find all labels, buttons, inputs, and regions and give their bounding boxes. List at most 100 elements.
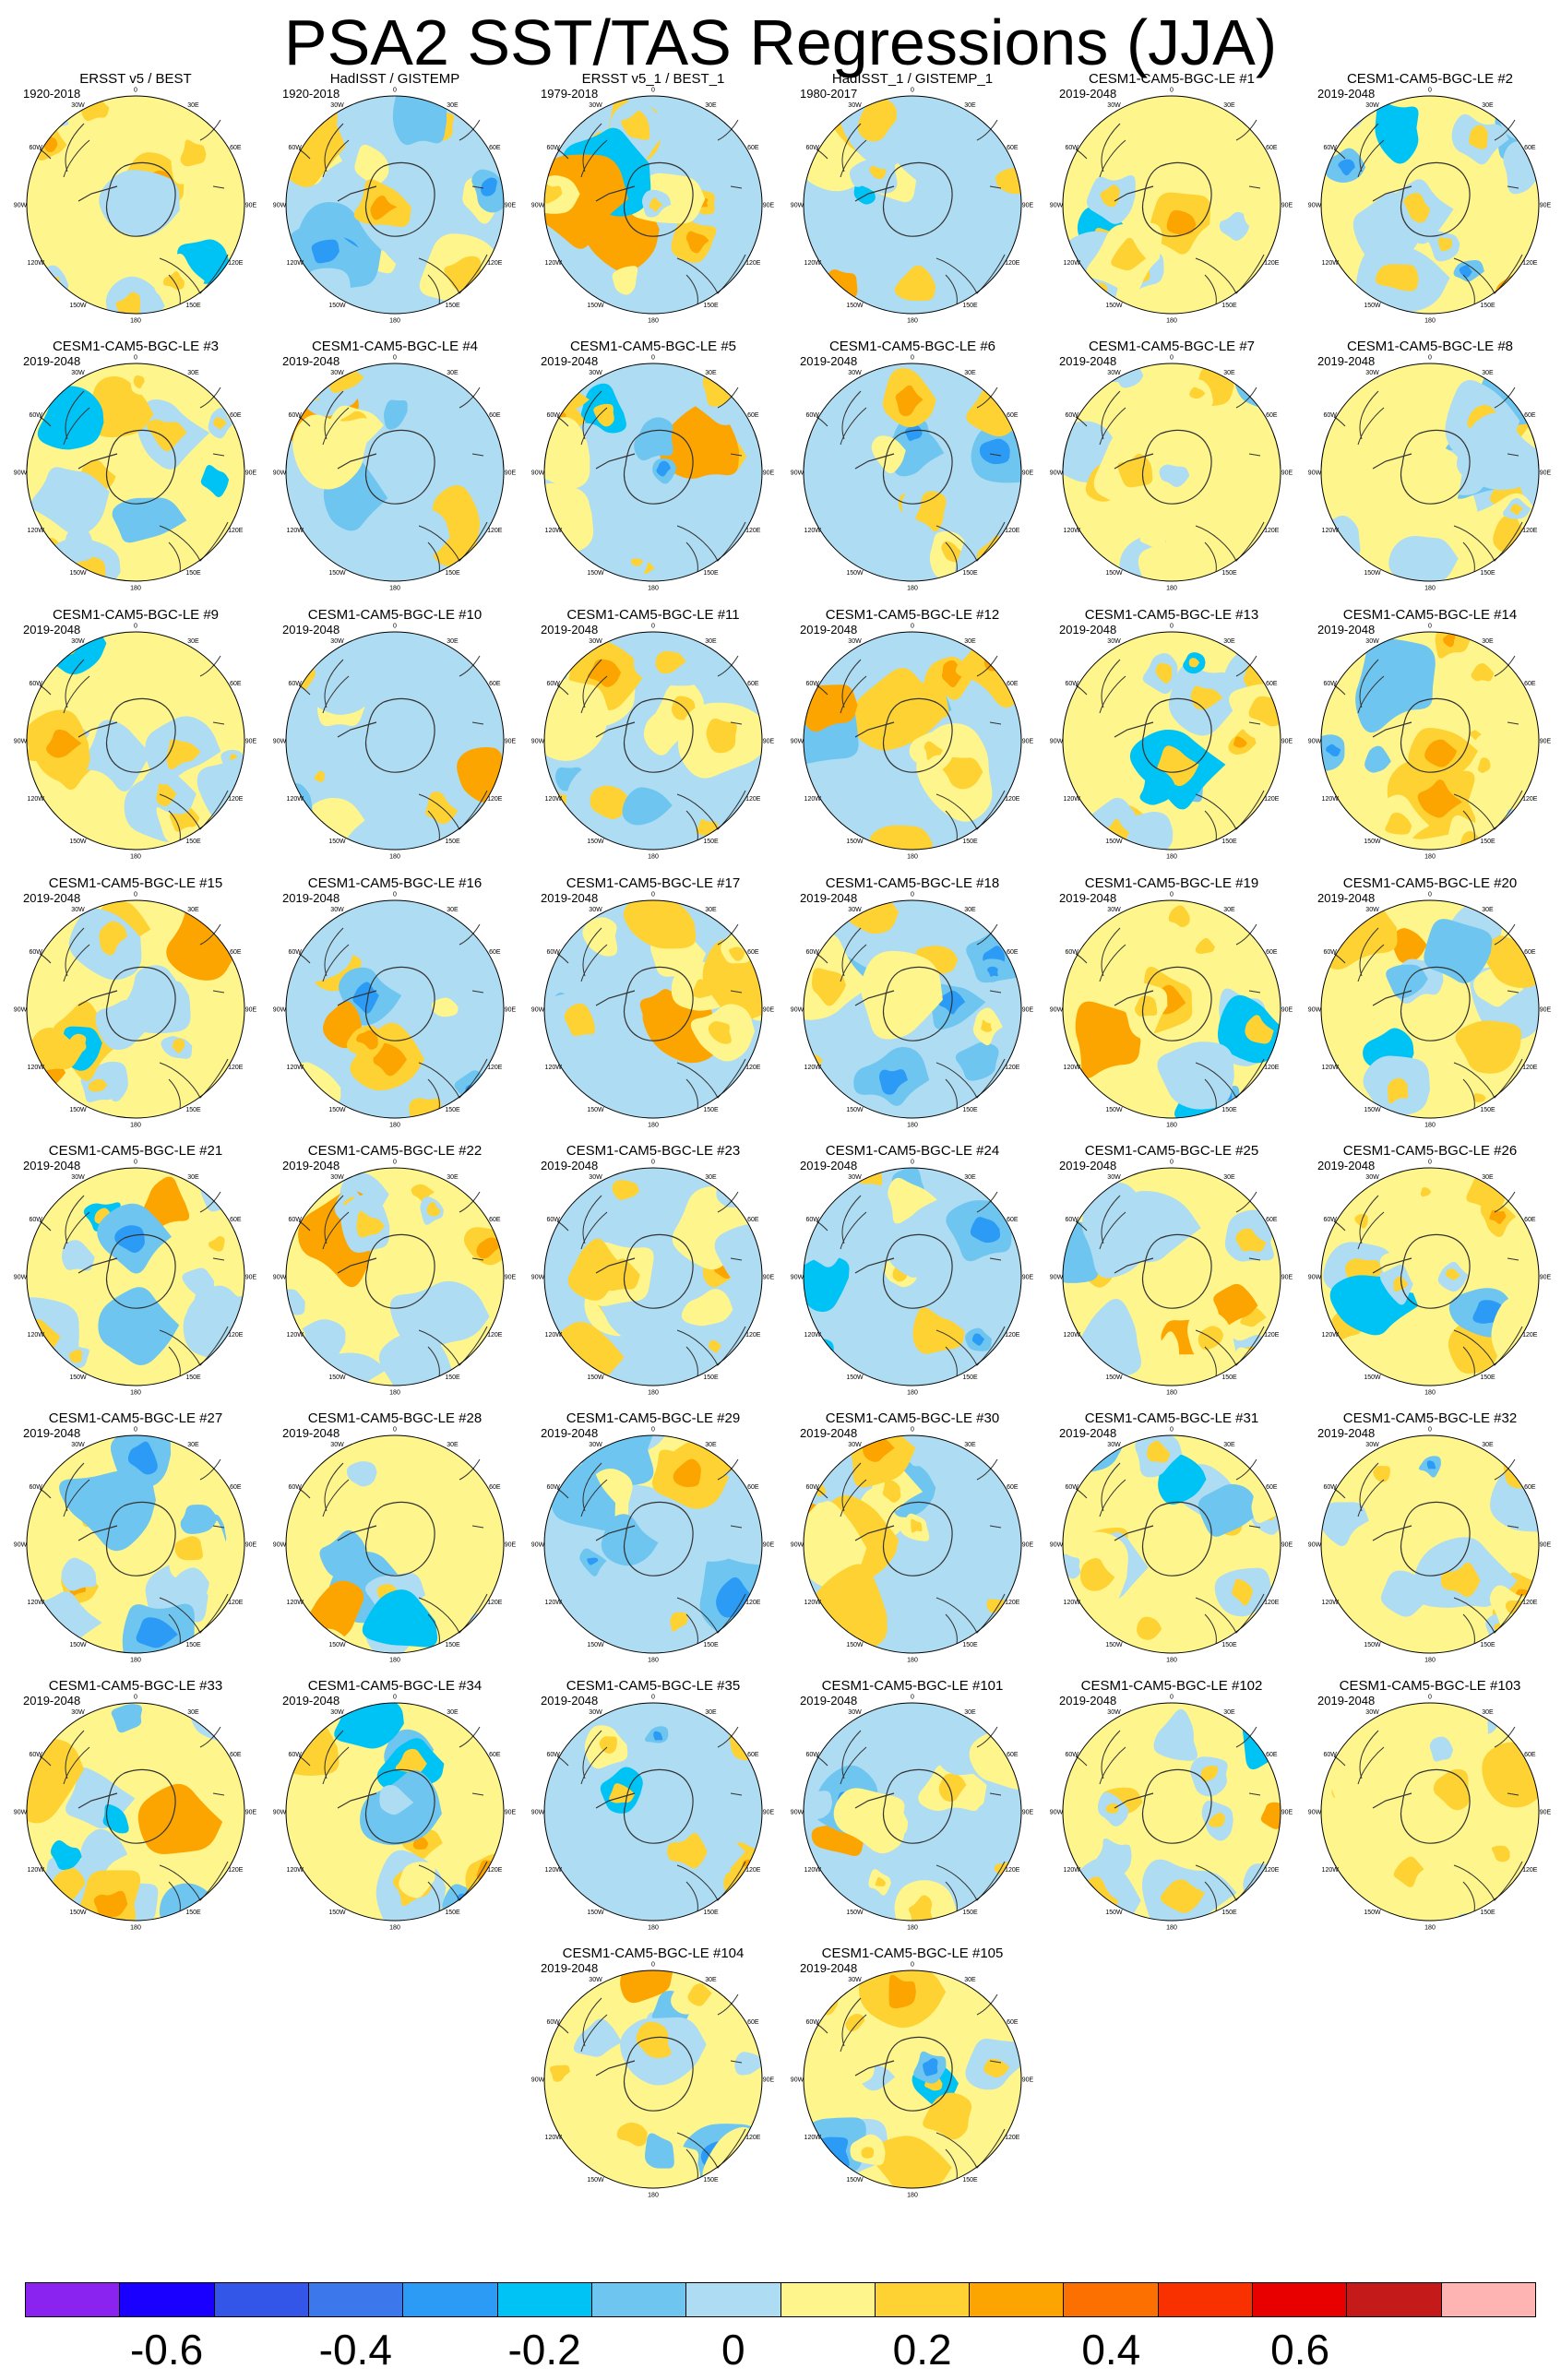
- regression-field: [1321, 1168, 1539, 1386]
- longitude-label: 90E: [245, 1542, 257, 1549]
- longitude-label: 180: [130, 854, 141, 861]
- longitude-label: 120W: [1064, 1332, 1081, 1339]
- longitude-label: 60W: [29, 681, 42, 687]
- colorbar-labels: -0.6 -0.4 -0.2 0 0.2 0.4 0.6: [0, 2325, 1561, 2380]
- longitude-label: 0: [393, 1160, 397, 1166]
- longitude-label: 0: [651, 1160, 655, 1166]
- longitude-label: 0: [651, 355, 655, 362]
- longitude-label: 60W: [288, 1484, 302, 1491]
- longitude-label: 0: [134, 355, 137, 362]
- longitude-label: 180: [1424, 586, 1436, 592]
- longitude-label: 180: [130, 1390, 141, 1397]
- longitude-label: 30W: [589, 370, 602, 376]
- regression-field: [804, 363, 1021, 581]
- regression-field: [1063, 1168, 1281, 1386]
- longitude-label: 150W: [587, 570, 604, 577]
- longitude-label: 180: [648, 1658, 659, 1664]
- panel-title: CESM1-CAM5-BGC-LE #20: [1343, 875, 1517, 891]
- longitude-label: 120W: [1064, 1600, 1081, 1606]
- longitude-label: 30W: [1107, 638, 1121, 645]
- regression-field: [1321, 632, 1539, 850]
- longitude-label: 120E: [1264, 528, 1280, 534]
- longitude-label: 120W: [1064, 796, 1081, 803]
- longitude-label: 90W: [273, 1007, 287, 1014]
- panel-period: 2019-2048: [800, 891, 857, 905]
- regression-field: [804, 1435, 1021, 1653]
- longitude-label: 150W: [328, 839, 346, 845]
- panel-period: 2019-2048: [800, 354, 857, 368]
- longitude-label: 90E: [1022, 1007, 1034, 1014]
- panel-title: CESM1-CAM5-BGC-LE #31: [1085, 1410, 1258, 1426]
- longitude-label: 150W: [1364, 1374, 1381, 1381]
- longitude-label: 30W: [1107, 1174, 1121, 1181]
- longitude-label: 30E: [187, 1442, 199, 1448]
- map-border: [1062, 631, 1281, 851]
- longitude-label: 60E: [747, 1752, 759, 1758]
- longitude-label: 180: [389, 1123, 400, 1129]
- longitude-label: 30W: [848, 907, 862, 913]
- longitude-label: 150E: [1480, 1910, 1495, 1916]
- longitude-label: 90E: [1540, 203, 1552, 209]
- panel-title: CESM1-CAM5-BGC-LE #6: [829, 339, 995, 354]
- panel-title: CESM1-CAM5-BGC-LE #101: [822, 1678, 1004, 1694]
- colorbar-label: 0.4: [1081, 2326, 1141, 2374]
- longitude-label: 90E: [1022, 2077, 1034, 2084]
- map-border: [803, 1434, 1022, 1654]
- longitude-label: 0: [1428, 892, 1432, 898]
- longitude-label: 120E: [487, 260, 503, 267]
- regression-field: [804, 1703, 1021, 1921]
- longitude-label: 30E: [964, 1977, 976, 1983]
- longitude-label: 60W: [1323, 145, 1337, 151]
- longitude-label: 150W: [69, 1910, 87, 1916]
- longitude-label: 60E: [1007, 681, 1019, 687]
- longitude-label: 30W: [1365, 1442, 1379, 1448]
- longitude-label: 120E: [1005, 1867, 1020, 1874]
- panel-title: CESM1-CAM5-BGC-LE #22: [308, 1143, 482, 1159]
- longitude-label: 90W: [14, 1542, 28, 1549]
- longitude-label: 180: [648, 1390, 659, 1397]
- longitude-label: 120E: [745, 2135, 761, 2141]
- longitude-label: 180: [1166, 1390, 1177, 1397]
- colorbar-box: [1253, 2283, 1348, 2316]
- regression-field: [544, 96, 762, 314]
- longitude-label: 180: [907, 586, 918, 592]
- panel-period: 2019-2048: [1317, 623, 1375, 637]
- panel-title: CESM1-CAM5-BGC-LE #11: [566, 607, 739, 623]
- regression-field: [544, 1703, 762, 1921]
- longitude-label: 30W: [330, 1442, 344, 1448]
- longitude-label: 120W: [287, 796, 304, 803]
- panel-period: 2019-2048: [541, 354, 598, 368]
- longitude-label: 0: [393, 624, 397, 630]
- longitude-label: 90W: [1050, 739, 1064, 745]
- longitude-label: 30E: [1223, 1174, 1235, 1181]
- longitude-label: 90W: [1050, 470, 1064, 477]
- longitude-label: 150E: [445, 839, 460, 845]
- longitude-label: 90E: [245, 470, 257, 477]
- panel-title: ERSST v5 / BEST: [79, 71, 191, 87]
- longitude-label: 60W: [805, 1484, 819, 1491]
- longitude-label: 150E: [445, 1374, 460, 1381]
- longitude-label: 60E: [1007, 1484, 1019, 1491]
- longitude-label: 60W: [546, 1217, 560, 1223]
- colorbar-box: [1064, 2283, 1159, 2316]
- regression-field: [1321, 900, 1539, 1118]
- map-border: [26, 631, 245, 851]
- longitude-label: 150W: [69, 570, 87, 577]
- longitude-label: 30W: [848, 370, 862, 376]
- regression-field: [804, 96, 1021, 314]
- map-border: [543, 1969, 763, 2189]
- panel-title: CESM1-CAM5-BGC-LE #7: [1089, 339, 1255, 354]
- panel-period: 2019-2048: [1059, 354, 1116, 368]
- longitude-label: 30E: [705, 1977, 717, 1983]
- longitude-label: 120E: [745, 796, 761, 803]
- longitude-label: 90W: [791, 1810, 804, 1816]
- longitude-label: 60W: [805, 145, 819, 151]
- longitude-label: 180: [1424, 318, 1436, 325]
- longitude-label: 0: [651, 1695, 655, 1701]
